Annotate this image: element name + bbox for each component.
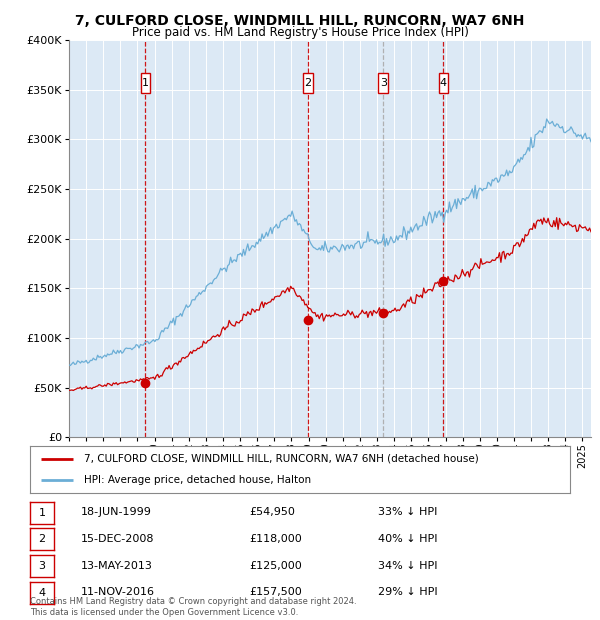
Text: 1: 1 xyxy=(38,508,46,518)
Text: 3: 3 xyxy=(38,561,46,571)
Text: 4: 4 xyxy=(440,78,447,88)
Text: Contains HM Land Registry data © Crown copyright and database right 2024.
This d: Contains HM Land Registry data © Crown c… xyxy=(30,598,356,617)
Text: 2: 2 xyxy=(304,78,311,88)
Text: 11-NOV-2016: 11-NOV-2016 xyxy=(81,587,155,598)
FancyBboxPatch shape xyxy=(303,73,313,93)
Text: 7, CULFORD CLOSE, WINDMILL HILL, RUNCORN, WA7 6NH (detached house): 7, CULFORD CLOSE, WINDMILL HILL, RUNCORN… xyxy=(84,454,479,464)
FancyBboxPatch shape xyxy=(439,73,448,93)
Text: 18-JUN-1999: 18-JUN-1999 xyxy=(81,507,152,518)
Text: 1: 1 xyxy=(142,78,149,88)
Text: 34% ↓ HPI: 34% ↓ HPI xyxy=(378,560,437,571)
Text: 15-DEC-2008: 15-DEC-2008 xyxy=(81,534,155,544)
Text: 13-MAY-2013: 13-MAY-2013 xyxy=(81,560,153,571)
Text: HPI: Average price, detached house, Halton: HPI: Average price, detached house, Halt… xyxy=(84,476,311,485)
Text: 29% ↓ HPI: 29% ↓ HPI xyxy=(378,587,437,598)
Text: 33% ↓ HPI: 33% ↓ HPI xyxy=(378,507,437,518)
Text: 3: 3 xyxy=(380,78,387,88)
Text: 40% ↓ HPI: 40% ↓ HPI xyxy=(378,534,437,544)
Text: £54,950: £54,950 xyxy=(249,507,295,518)
Text: 7, CULFORD CLOSE, WINDMILL HILL, RUNCORN, WA7 6NH: 7, CULFORD CLOSE, WINDMILL HILL, RUNCORN… xyxy=(76,14,524,28)
Text: £118,000: £118,000 xyxy=(249,534,302,544)
FancyBboxPatch shape xyxy=(140,73,150,93)
Text: Price paid vs. HM Land Registry's House Price Index (HPI): Price paid vs. HM Land Registry's House … xyxy=(131,26,469,39)
Text: £125,000: £125,000 xyxy=(249,560,302,571)
Text: 2: 2 xyxy=(38,534,46,544)
FancyBboxPatch shape xyxy=(379,73,388,93)
Text: 4: 4 xyxy=(38,588,46,598)
Text: £157,500: £157,500 xyxy=(249,587,302,598)
